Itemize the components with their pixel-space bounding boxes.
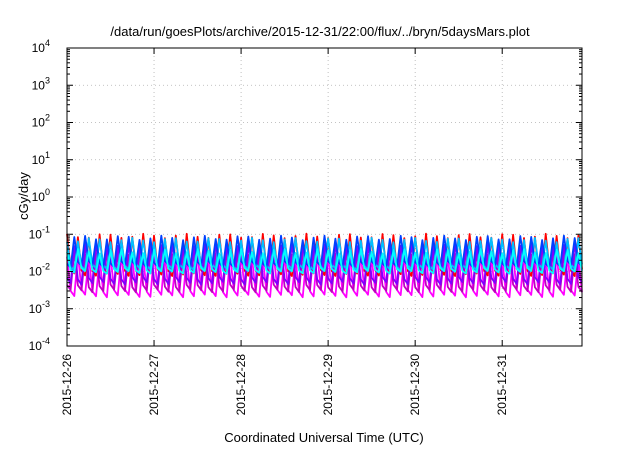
- y-tick-base: 10: [32, 116, 46, 130]
- y-tick-exponent: 0: [45, 187, 50, 197]
- y-tick-label: 10-3: [29, 299, 50, 316]
- y-tick-exponent: 4: [45, 38, 50, 48]
- y-tick-exponent: 2: [45, 113, 50, 123]
- chart-title: /data/run/goesPlots/archive/2015-12-31/2…: [110, 24, 530, 39]
- x-tick-label: 2015-12-27: [147, 354, 161, 416]
- series-line: [66, 240, 583, 286]
- y-tick-label: 101: [32, 150, 50, 167]
- y-tick-label: 10-2: [29, 262, 50, 279]
- y-tick-base: 10: [29, 227, 43, 241]
- y-tick-base: 10: [32, 41, 46, 55]
- x-axis-label: Coordinated Universal Time (UTC): [224, 430, 423, 445]
- y-tick-base: 10: [29, 339, 43, 353]
- y-tick-exponent: -1: [42, 224, 50, 234]
- series-line: [66, 248, 583, 275]
- x-tick-label: 2015-12-28: [234, 354, 248, 416]
- x-tick-label: 2015-12-26: [60, 354, 74, 416]
- y-tick-base: 10: [32, 153, 46, 167]
- y-tick-base: 10: [29, 302, 43, 316]
- x-tick-label: 2015-12-30: [408, 354, 422, 416]
- y-tick-exponent: -4: [42, 336, 50, 346]
- ticks: 10-410-310-210-11001011021031042015-12-2…: [29, 38, 582, 415]
- y-tick-label: 102: [32, 113, 50, 130]
- plot-frame: [66, 47, 583, 347]
- y-tick-exponent: 3: [45, 75, 50, 85]
- y-axis-label: cGy/day: [16, 172, 31, 220]
- x-tick-label: 2015-12-31: [495, 354, 509, 416]
- grid: [67, 48, 582, 346]
- y-tick-label: 10-4: [29, 336, 50, 353]
- y-tick-label: 10-1: [29, 224, 50, 241]
- y-tick-label: 100: [32, 187, 50, 204]
- y-tick-label: 104: [32, 38, 50, 55]
- y-tick-label: 103: [32, 75, 50, 92]
- y-tick-exponent: 1: [45, 150, 50, 160]
- y-tick-base: 10: [29, 265, 43, 279]
- x-tick-label: 2015-12-29: [321, 354, 335, 416]
- y-tick-exponent: -2: [42, 262, 50, 272]
- y-tick-base: 10: [32, 190, 46, 204]
- y-tick-base: 10: [32, 78, 46, 92]
- series-group: [66, 232, 583, 299]
- y-tick-exponent: -3: [42, 299, 50, 309]
